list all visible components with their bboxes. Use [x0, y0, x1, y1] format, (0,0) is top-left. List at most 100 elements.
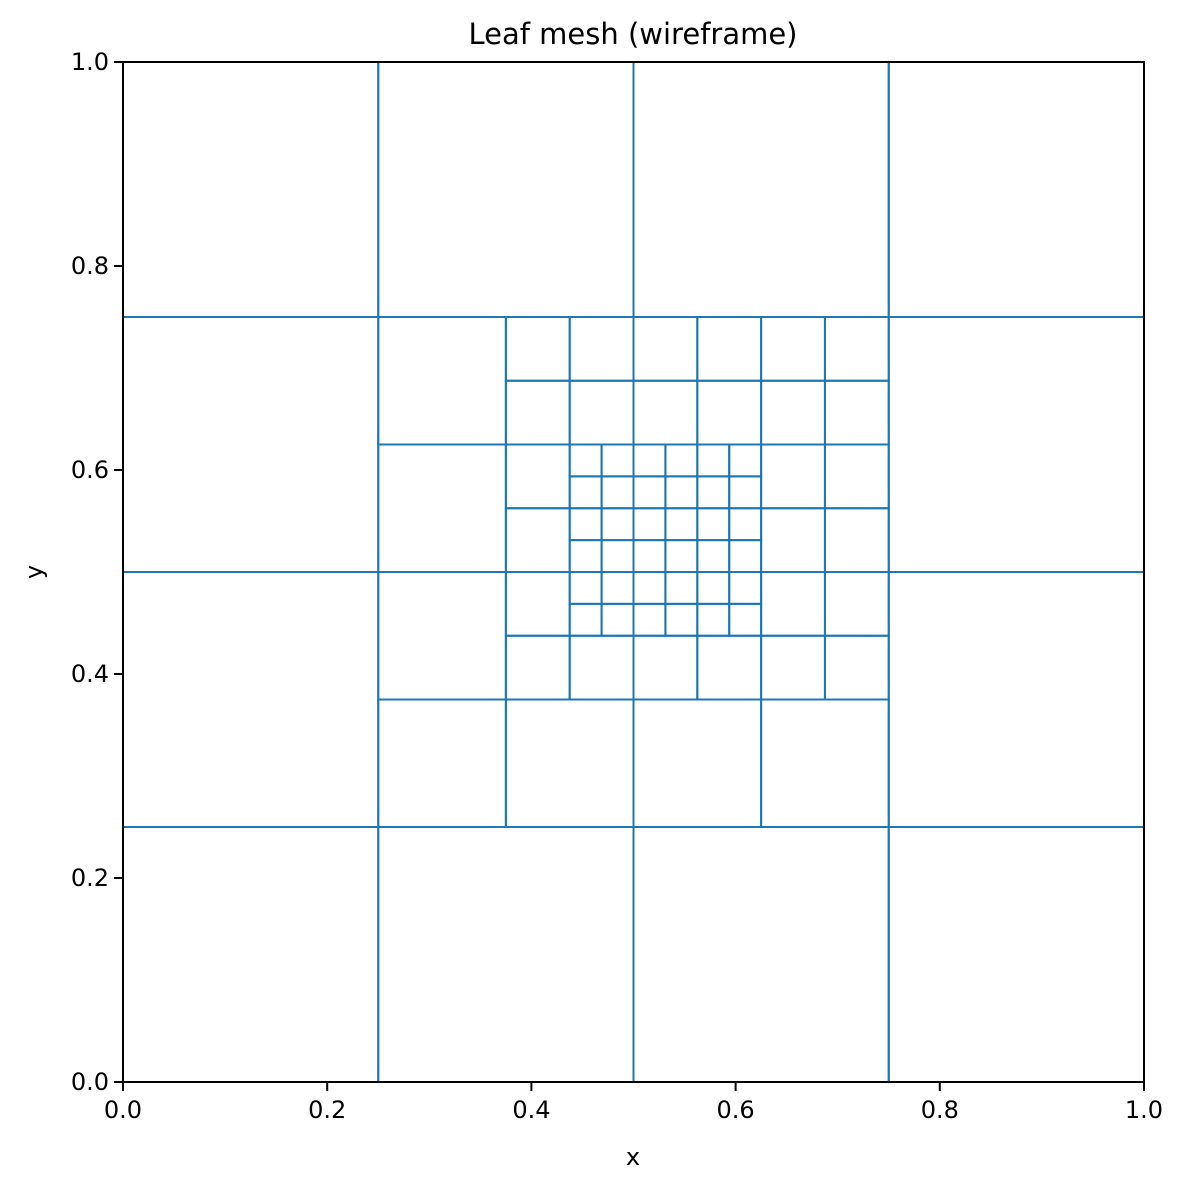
- mesh-cell: [632, 61, 890, 318]
- mesh-cell: [696, 475, 731, 510]
- mesh-cell: [696, 379, 763, 446]
- mesh-cell: [122, 826, 380, 1083]
- mesh-cell: [887, 316, 1145, 573]
- mesh-cell: [600, 507, 635, 542]
- mesh-cell: [568, 539, 603, 573]
- mesh-cell: [696, 602, 731, 637]
- mesh-cell: [760, 443, 826, 510]
- x-tick-label: 1.0: [1125, 1096, 1163, 1124]
- mesh-cell: [728, 602, 763, 637]
- mesh-cell: [632, 571, 667, 605]
- x-tick-label: 0.0: [104, 1096, 142, 1124]
- mesh-cell: [887, 826, 1145, 1083]
- mesh-cell: [632, 826, 890, 1083]
- mesh-cell: [696, 539, 731, 573]
- mesh-cell: [568, 571, 603, 605]
- mesh-cell: [632, 475, 667, 510]
- y-tick-label: 1.0: [71, 48, 109, 76]
- mesh-cell: [887, 571, 1145, 828]
- plot-frame: [122, 61, 1145, 1083]
- mesh-cell: [760, 379, 826, 446]
- mesh-cell: [504, 316, 571, 382]
- mesh-cell: [728, 507, 763, 542]
- mesh-cell: [728, 571, 763, 605]
- mesh-cell: [760, 507, 826, 573]
- mesh-cell: [600, 571, 635, 605]
- mesh-cell: [887, 61, 1145, 318]
- mesh-cell: [568, 443, 603, 478]
- mesh-cell: [377, 826, 635, 1083]
- mesh-cell: [504, 634, 571, 701]
- mesh-cell: [632, 507, 667, 542]
- mesh-cell: [600, 475, 635, 510]
- mesh-cell: [504, 507, 571, 573]
- mesh-cell: [823, 507, 890, 573]
- mesh-cell: [568, 379, 635, 446]
- mesh-cell: [122, 316, 380, 573]
- y-axis: 0.0 0.2 0.4 0.6 0.8 1.0: [71, 48, 123, 1096]
- mesh-cell: [377, 571, 507, 701]
- x-tick-label: 0.4: [512, 1096, 550, 1124]
- mesh-cell: [664, 539, 699, 573]
- mesh-cell: [377, 316, 507, 446]
- mesh-cell: [696, 316, 763, 382]
- mesh-cell: [568, 507, 603, 542]
- mesh-cell: [664, 571, 699, 605]
- mesh-cell: [122, 61, 380, 318]
- mesh-cell: [568, 475, 603, 510]
- mesh-cell: [664, 507, 699, 542]
- mesh-cell: [823, 316, 890, 382]
- x-tick-label: 0.6: [717, 1096, 755, 1124]
- mesh-cell: [632, 698, 763, 828]
- mesh-cell: [568, 634, 635, 701]
- mesh-cell: [504, 698, 635, 828]
- mesh-cell: [504, 571, 571, 637]
- mesh-cell: [664, 602, 699, 637]
- mesh-cell: [568, 316, 635, 382]
- mesh-cell: [696, 443, 731, 478]
- mesh-cell: [600, 602, 635, 637]
- chart-title: Leaf mesh (wireframe): [468, 17, 797, 51]
- mesh-cell: [696, 634, 763, 701]
- y-tick-label: 0.8: [71, 252, 109, 280]
- mesh-cell: [504, 443, 571, 510]
- mesh-cell: [632, 634, 699, 701]
- mesh-cell: [600, 443, 635, 478]
- mesh-cell: [377, 61, 635, 318]
- mesh-cell: [696, 507, 731, 542]
- mesh-cell: [760, 634, 826, 701]
- mesh-cell: [664, 475, 699, 510]
- mesh-cell: [696, 571, 731, 605]
- y-tick-label: 0.2: [71, 864, 109, 892]
- x-tick-label: 0.8: [921, 1096, 959, 1124]
- mesh-cell: [823, 571, 890, 637]
- mesh-cell: [568, 602, 603, 637]
- mesh-cell: [377, 443, 507, 573]
- mesh-cells: [122, 61, 1145, 1083]
- mesh-cell: [600, 539, 635, 573]
- mesh-cell: [728, 443, 763, 478]
- mesh-cell: [632, 539, 667, 573]
- mesh-cell: [760, 316, 826, 382]
- mesh-cell: [823, 379, 890, 446]
- mesh-cell: [632, 316, 699, 382]
- mesh-cell: [377, 698, 507, 828]
- mesh-cell: [823, 634, 890, 701]
- mesh-cell: [823, 443, 890, 510]
- mesh-cell: [728, 475, 763, 510]
- x-tick-label: 0.2: [308, 1096, 346, 1124]
- mesh-cell: [632, 379, 699, 446]
- mesh-cell: [122, 571, 380, 828]
- mesh-cell: [760, 571, 826, 637]
- mesh-cell: [632, 602, 667, 637]
- y-axis-label: y: [20, 565, 48, 579]
- y-tick-label: 0.4: [71, 660, 109, 688]
- mesh-cell: [728, 539, 763, 573]
- mesh-cell: [632, 443, 667, 478]
- mesh-cell: [504, 379, 571, 446]
- mesh-cell: [760, 698, 890, 828]
- x-axis-label: x: [626, 1143, 640, 1171]
- mesh-cell: [664, 443, 699, 478]
- x-axis: 0.0 0.2 0.4 0.6 0.8 1.0: [104, 1082, 1163, 1124]
